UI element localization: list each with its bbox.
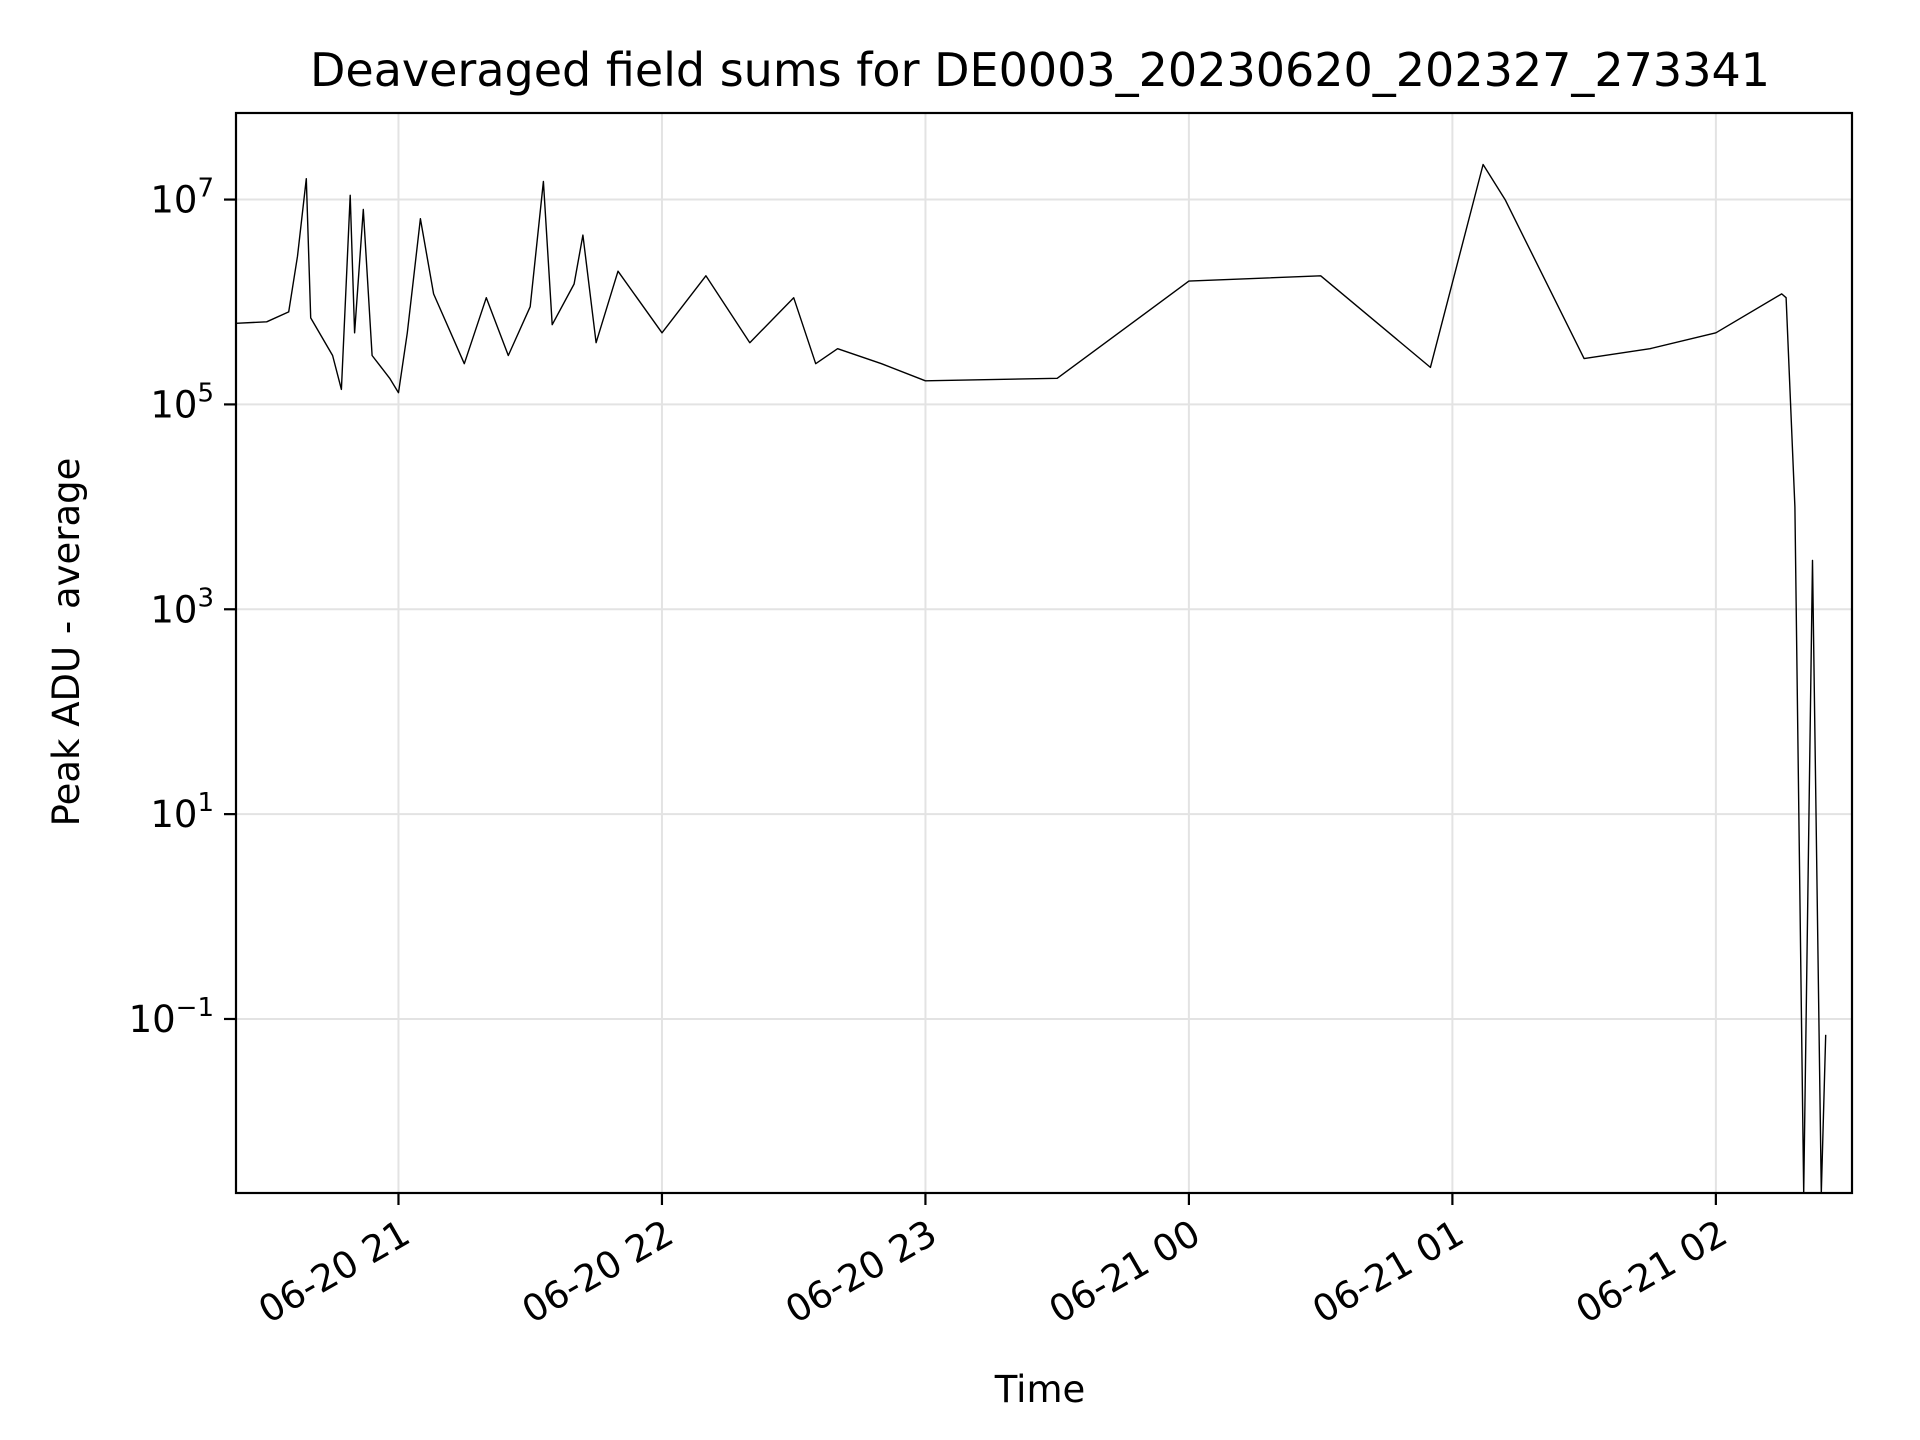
chart-title: Deaveraged field sums for DE0003_2023062… [310, 43, 1770, 97]
y-tick-label-0: 107 [150, 174, 214, 222]
x-axis-label: Time [994, 1368, 1086, 1411]
x-tick-label-4: 06-21 01 [1305, 1212, 1471, 1332]
y-axis: 107 105 103 101 10−1 [129, 174, 236, 1041]
grid [236, 113, 1852, 1193]
series-layer [235, 163, 1827, 1194]
plot-frame [234, 111, 1854, 1195]
y-axis-label: Peak ADU - average [45, 458, 88, 827]
x-tick-label-3: 06-21 00 [1042, 1212, 1208, 1332]
y-tick-label-4: 10−1 [129, 993, 214, 1041]
y-tick-label-1: 105 [150, 378, 214, 426]
series-line-0 [235, 163, 1827, 1194]
y-tick-label-2: 103 [150, 583, 214, 631]
x-tick-label-0: 06-20 21 [251, 1212, 417, 1332]
x-tick-label-5: 06-21 02 [1569, 1212, 1735, 1332]
x-tick-label-2: 06-20 23 [778, 1212, 944, 1332]
x-axis: 06-20 21 06-20 22 06-20 23 06-21 00 06-21 01… [251, 1193, 1734, 1332]
y-tick-label-3: 101 [150, 788, 214, 836]
x-tick-label-1: 06-20 22 [515, 1212, 681, 1332]
